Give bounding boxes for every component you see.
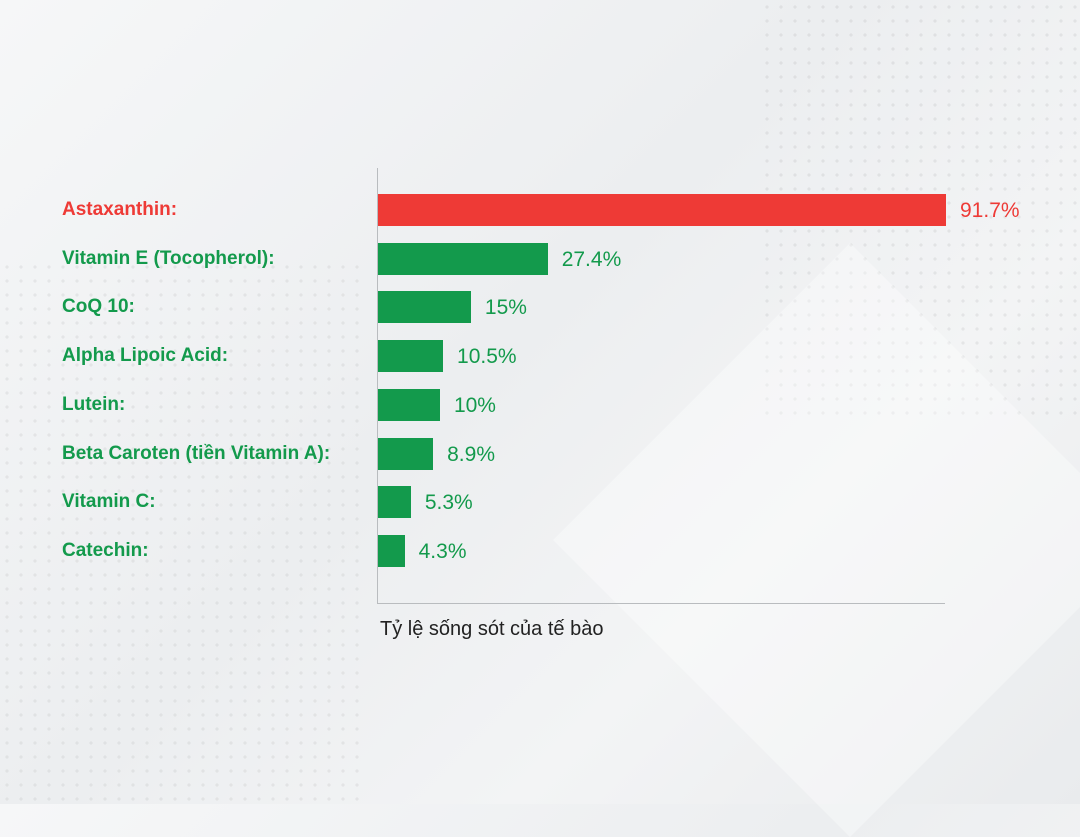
value-label: 8.9% bbox=[447, 442, 495, 466]
bar-chart: Astaxanthin: Vitamin E (Tocopherol): CoQ 1… bbox=[62, 168, 1020, 640]
value-label: 10% bbox=[453, 393, 496, 417]
category-label: Vitamin E (Tocopherol): bbox=[62, 247, 275, 269]
value-label: 91.7% bbox=[960, 199, 1020, 222]
value-label: 15% bbox=[484, 296, 527, 320]
value-label: 27.4% bbox=[561, 247, 622, 271]
category-label: Lutein: bbox=[62, 393, 126, 415]
bar bbox=[378, 486, 411, 519]
y-axis-line bbox=[377, 168, 378, 604]
value-label: 5.3% bbox=[424, 491, 473, 515]
category-label: Catechin: bbox=[62, 539, 149, 561]
category-label: Astaxanthin: bbox=[62, 199, 178, 220]
value-label: 10.5% bbox=[457, 345, 517, 369]
bar bbox=[378, 437, 434, 470]
bar bbox=[378, 534, 405, 567]
category-label: CoQ 10: bbox=[62, 296, 135, 318]
bar bbox=[378, 388, 440, 421]
bar bbox=[378, 242, 548, 275]
bar bbox=[378, 340, 444, 373]
value-label: 4.3% bbox=[418, 539, 467, 563]
category-label: Vitamin C: bbox=[62, 491, 156, 513]
x-axis-line bbox=[377, 603, 945, 604]
bar bbox=[378, 194, 946, 226]
x-axis-label: Tỷ lệ sống sót của tế bào bbox=[380, 618, 604, 640]
category-label: Alpha Lipoic Acid: bbox=[62, 345, 229, 367]
category-label: Beta Caroten (tiền Vitamin A): bbox=[62, 442, 331, 464]
bar bbox=[378, 291, 471, 324]
